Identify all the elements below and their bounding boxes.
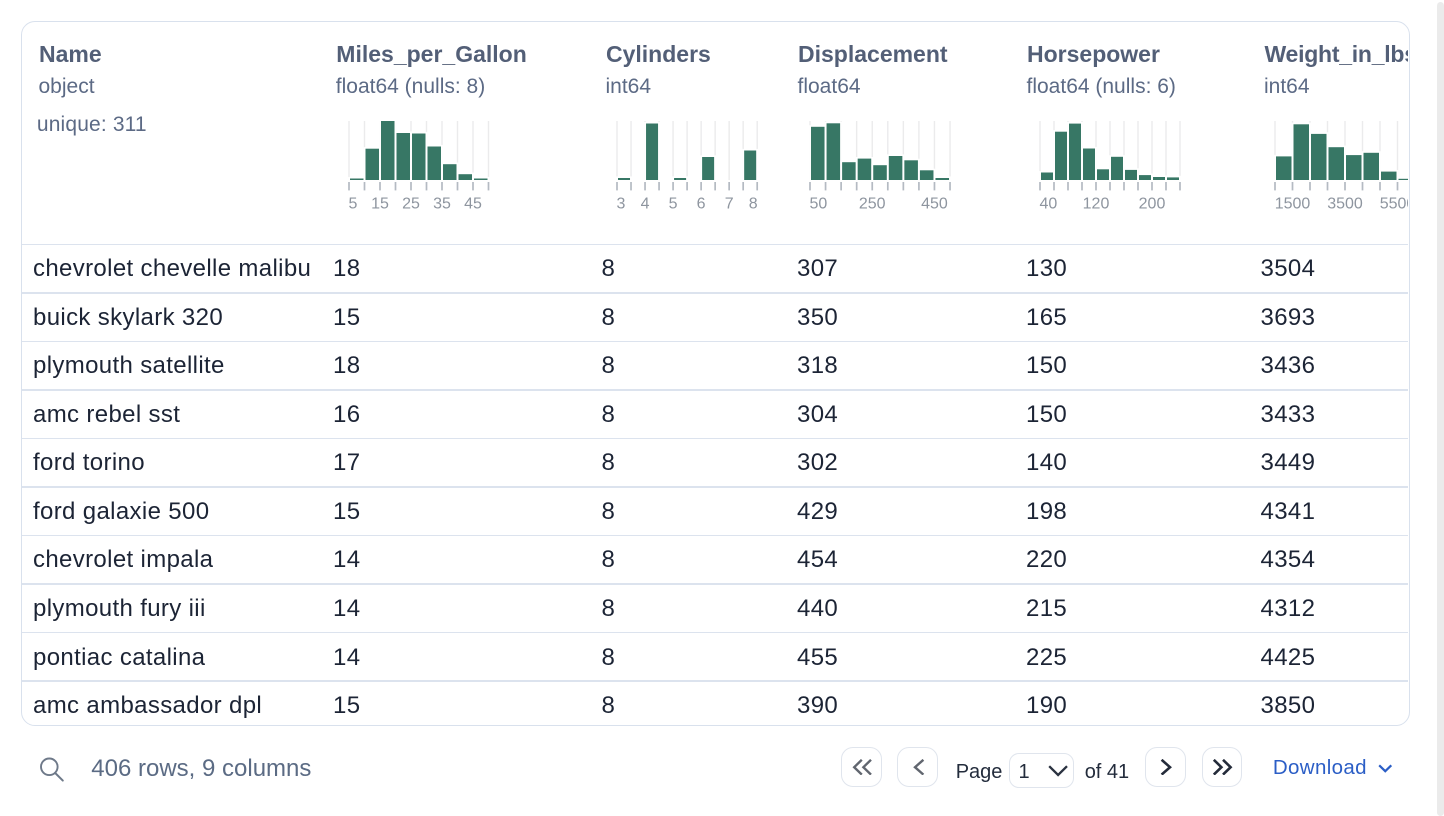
svg-text:35: 35 [433,196,451,213]
svg-text:25: 25 [402,196,420,213]
svg-text:3500: 3500 [1327,196,1363,213]
svg-text:3: 3 [617,196,626,213]
svg-text:45: 45 [464,196,482,213]
svg-text:7: 7 [725,196,734,213]
svg-text:5: 5 [348,196,357,213]
svg-text:40: 40 [1039,196,1057,213]
svg-text:15: 15 [371,196,389,213]
svg-text:4: 4 [641,196,650,213]
svg-text:5: 5 [669,196,678,213]
svg-text:250: 250 [858,196,885,213]
svg-text:5500: 5500 [1379,196,1408,213]
svg-text:1500: 1500 [1274,196,1310,213]
svg-text:50: 50 [809,196,827,213]
svg-text:120: 120 [1082,196,1109,213]
svg-text:6: 6 [697,196,706,213]
svg-text:200: 200 [1138,196,1165,213]
svg-text:450: 450 [921,196,948,213]
svg-text:8: 8 [749,196,758,213]
